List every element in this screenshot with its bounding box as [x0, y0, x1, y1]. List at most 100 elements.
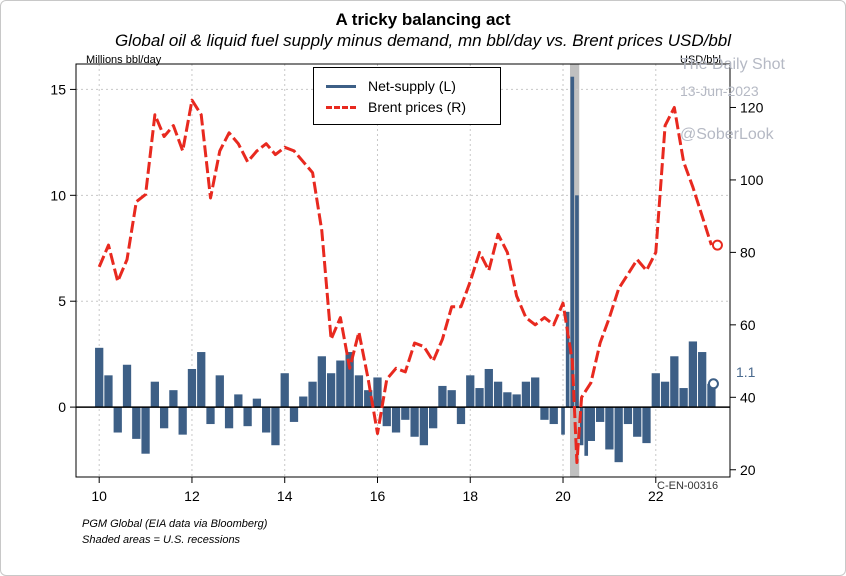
net-supply-bar: [670, 356, 679, 408]
net-supply-bar: [493, 381, 503, 408]
net-supply-bar: [197, 352, 206, 408]
net-supply-bar: [364, 390, 373, 408]
source-note: PGM Global (EIA data via Bloomberg): [82, 518, 268, 530]
net-supply-bar: [122, 364, 132, 408]
net-supply-bar: [484, 368, 493, 408]
net-supply-bar: [456, 407, 466, 425]
net-supply-bar: [401, 407, 410, 420]
y-left-tick-label: 0: [58, 399, 66, 415]
brent-line: [97, 98, 713, 464]
y-right-tick-label: 100: [740, 172, 764, 188]
legend: Net-supply (L) Brent prices (R): [313, 67, 501, 125]
legend-swatch-brent: [326, 105, 356, 109]
net-supply-bar: [438, 385, 447, 408]
net-supply-bar: [521, 381, 531, 408]
net-supply-bar: [373, 377, 382, 408]
last-value-marker: [707, 378, 719, 390]
net-supply-bar: [623, 407, 633, 425]
brent-end-marker: [711, 239, 723, 251]
y-left-tick-label: 5: [58, 293, 66, 309]
net-supply-bar: [243, 407, 252, 427]
net-supply-bar: [104, 375, 113, 408]
net-supply-bar: [651, 373, 660, 408]
legend-swatch-supply: [326, 84, 356, 88]
net-supply-bar: [224, 407, 234, 429]
net-supply-bar: [642, 407, 651, 444]
y-right-tick-label: 80: [740, 244, 756, 260]
net-supply-bar: [336, 360, 345, 408]
last-value-label: 1.1: [736, 364, 756, 380]
net-supply-bar: [679, 388, 688, 408]
net-supply-bar: [289, 407, 299, 422]
net-supply-bar: [561, 407, 565, 435]
net-supply-bar: [531, 377, 540, 408]
legend-item-brent: Brent prices (R): [326, 97, 466, 117]
net-supply-bar: [95, 347, 104, 408]
y-left-tick-label: 15: [50, 81, 66, 97]
y-right-tick-label: 120: [740, 99, 764, 115]
watermark-daily-shot: The Daily Shot: [680, 56, 785, 73]
recession-band: [569, 64, 580, 477]
net-supply-bar: [565, 311, 570, 408]
net-supply-bar: [280, 373, 289, 408]
net-supply-bar: [262, 407, 271, 433]
left-axis-unit: Millions bbl/day: [86, 54, 162, 66]
net-supply-bar: [141, 407, 150, 454]
net-supply-bar: [382, 407, 391, 427]
net-supply-bar: [113, 407, 122, 433]
plot-border: [75, 63, 731, 478]
x-tick-label: 16: [370, 488, 386, 504]
x-tick-label: 10: [91, 488, 107, 504]
net-supply-bar: [132, 407, 141, 439]
net-supply-bar: [308, 381, 317, 408]
x-tick-label: 22: [648, 488, 664, 504]
net-supply-bar: [447, 390, 456, 408]
net-supply-bar: [575, 195, 579, 408]
y-right-tick-label: 40: [740, 389, 756, 405]
watermark-handle: @SoberLook: [680, 126, 774, 143]
net-supply-bar: [512, 394, 521, 408]
net-supply-bar: [698, 352, 707, 408]
recession-note: Shaded areas = U.S. recessions: [82, 534, 241, 546]
net-supply-bar: [271, 407, 280, 446]
chart-code: C-EN-00316: [657, 480, 719, 492]
net-supply-bar: [317, 356, 326, 408]
x-tick-label: 14: [277, 488, 293, 504]
x-tick-label: 20: [555, 488, 571, 504]
net-supply-bar: [579, 407, 584, 446]
chart-subtitle: Global oil & liquid fuel supply minus de…: [114, 31, 732, 50]
net-supply-bar: [605, 407, 614, 450]
net-supply-bar: [419, 407, 429, 446]
net-supply-bar: [475, 388, 484, 408]
net-supply-bar: [429, 407, 438, 429]
x-tick-label: 12: [184, 488, 200, 504]
net-supply-bar: [206, 407, 215, 425]
net-supply-bar: [169, 390, 178, 408]
net-supply-bar: [688, 341, 698, 408]
net-supply-bar: [586, 407, 595, 441]
legend-label-supply: Net-supply (L): [368, 78, 456, 94]
net-supply-bar: [614, 407, 623, 463]
legend-label-brent: Brent prices (R): [368, 99, 467, 115]
net-supply-bar: [503, 392, 512, 408]
net-supply-bar: [549, 407, 558, 425]
net-supply-bar: [595, 407, 605, 422]
net-supply-bar: [234, 394, 243, 408]
net-supply-bar: [187, 368, 197, 408]
net-supply-bar: [410, 407, 419, 437]
net-supply-bar: [326, 373, 336, 408]
x-tick-label: 18: [462, 488, 478, 504]
y-right-tick-label: 60: [740, 317, 756, 333]
y-left-tick-label: 10: [50, 187, 66, 203]
right-axis-unit: USD/bbl: [680, 54, 721, 66]
watermark-date: 13-Jun-2023: [680, 83, 759, 99]
net-supply-bar: [660, 381, 670, 408]
net-supply-bar: [215, 375, 224, 408]
net-supply-bar: [707, 383, 716, 408]
net-supply-bar: [299, 396, 308, 408]
net-supply-bar: [159, 407, 169, 429]
net-supply-bar: [178, 407, 187, 435]
y-right-tick-label: 20: [740, 462, 756, 478]
net-supply-bar: [570, 76, 575, 408]
